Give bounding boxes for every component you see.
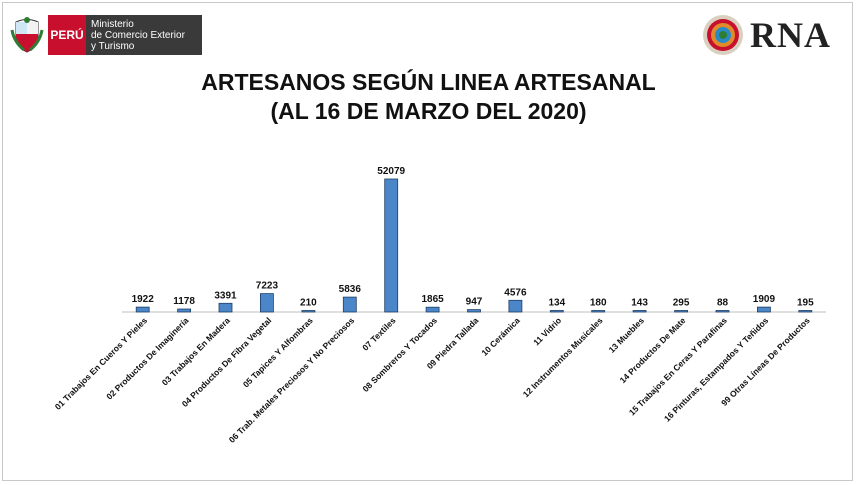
ministry-line-1: Ministerio bbox=[91, 18, 134, 30]
data-label: 52079 bbox=[377, 166, 405, 177]
data-label: 1922 bbox=[132, 294, 155, 305]
x-tick-label: 03 Trabajos En Madera bbox=[160, 315, 232, 387]
data-label: 947 bbox=[466, 297, 483, 308]
bar bbox=[135, 306, 150, 313]
x-tick-label: 10 Cerámica bbox=[479, 315, 522, 358]
bar bbox=[177, 308, 192, 313]
data-label: 134 bbox=[548, 298, 565, 309]
data-label: 143 bbox=[631, 298, 648, 309]
rna-logo: RNA bbox=[702, 14, 842, 56]
data-label: 5836 bbox=[339, 284, 362, 295]
bar bbox=[218, 302, 233, 313]
bar bbox=[259, 293, 274, 313]
x-tick-label: 11 Vidrio bbox=[531, 315, 563, 347]
bar bbox=[342, 296, 357, 313]
x-tick-label: 07 Textiles bbox=[360, 315, 398, 353]
x-tick-label: 12 Instrumentos Musicales bbox=[521, 315, 605, 399]
bar bbox=[384, 178, 399, 313]
data-label: 210 bbox=[300, 298, 317, 309]
data-label: 295 bbox=[673, 298, 690, 309]
bar bbox=[674, 310, 688, 313]
x-tick-label: 08 Sombreros Y Tocados bbox=[360, 315, 439, 394]
data-label: 195 bbox=[797, 298, 814, 309]
x-tick-label: 04 Productos De Fibra Vegetal bbox=[180, 315, 274, 409]
x-tick-label: 13 Muebles bbox=[607, 315, 647, 355]
peru-coat-of-arms-icon bbox=[10, 17, 44, 53]
ministry-line-3: y Turismo bbox=[91, 40, 135, 52]
bar bbox=[425, 306, 440, 313]
x-tick-label: 99 Otras Líneas De Productos bbox=[719, 315, 812, 408]
ministry-name: Ministerio de Comercio Exterior y Turism… bbox=[86, 15, 202, 55]
bar bbox=[301, 310, 316, 313]
bar bbox=[591, 310, 606, 313]
bar bbox=[632, 310, 647, 313]
bar bbox=[715, 310, 730, 313]
data-label: 1178 bbox=[173, 296, 195, 307]
ministry-line-2: de Comercio Exterior bbox=[91, 29, 185, 41]
rna-emblem-icon bbox=[703, 15, 743, 55]
bar bbox=[757, 306, 771, 313]
chart-subtitle: (AL 16 DE MARZO DEL 2020) bbox=[270, 98, 587, 124]
data-label: 88 bbox=[717, 298, 729, 309]
ministry-logo: PERÚ Ministerio de Comercio Exterior y T… bbox=[10, 15, 205, 55]
data-label: 1865 bbox=[421, 294, 444, 305]
data-label: 4576 bbox=[504, 287, 527, 298]
data-label: 180 bbox=[590, 298, 607, 309]
peru-label: PERÚ bbox=[48, 15, 86, 55]
data-label: 7223 bbox=[256, 281, 279, 292]
bar bbox=[549, 310, 564, 313]
data-label: 3391 bbox=[214, 290, 237, 301]
bar bbox=[508, 299, 523, 313]
data-label: 1909 bbox=[753, 294, 776, 305]
chart-title: ARTESANOS SEGÚN LINEA ARTESANAL bbox=[201, 69, 656, 95]
bar bbox=[798, 310, 813, 313]
x-tick-label: 05 Tapices Y Alfombras bbox=[241, 315, 315, 389]
rna-label: RNA bbox=[750, 15, 831, 55]
bar bbox=[467, 309, 481, 313]
x-tick-label: 02 Productos De Imaginería bbox=[104, 315, 190, 401]
